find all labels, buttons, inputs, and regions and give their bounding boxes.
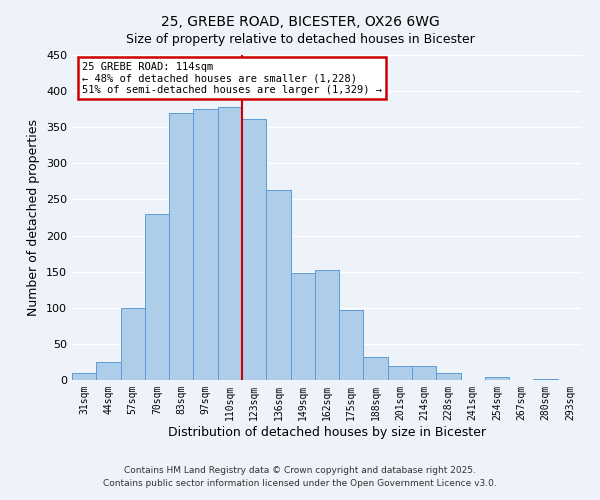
Y-axis label: Number of detached properties: Number of detached properties [28,119,40,316]
Bar [193,109,218,380]
Bar [412,366,436,380]
Bar [388,366,412,380]
X-axis label: Distribution of detached houses by size in Bicester: Distribution of detached houses by size … [168,426,486,438]
Bar [533,378,558,380]
Bar [169,113,193,380]
Bar [218,107,242,380]
Text: 25, GREBE ROAD, BICESTER, OX26 6WG: 25, GREBE ROAD, BICESTER, OX26 6WG [161,15,439,29]
Text: Contains HM Land Registry data © Crown copyright and database right 2025.
Contai: Contains HM Land Registry data © Crown c… [103,466,497,487]
Bar [266,190,290,380]
Text: Size of property relative to detached houses in Bicester: Size of property relative to detached ho… [125,32,475,46]
Bar [290,273,315,380]
Bar [145,214,169,380]
Bar [121,308,145,380]
Bar [436,373,461,380]
Bar [242,118,266,380]
Text: 25 GREBE ROAD: 114sqm
← 48% of detached houses are smaller (1,228)
51% of semi-d: 25 GREBE ROAD: 114sqm ← 48% of detached … [82,62,382,94]
Bar [315,270,339,380]
Bar [72,373,96,380]
Bar [485,377,509,380]
Bar [96,362,121,380]
Bar [364,357,388,380]
Bar [339,310,364,380]
